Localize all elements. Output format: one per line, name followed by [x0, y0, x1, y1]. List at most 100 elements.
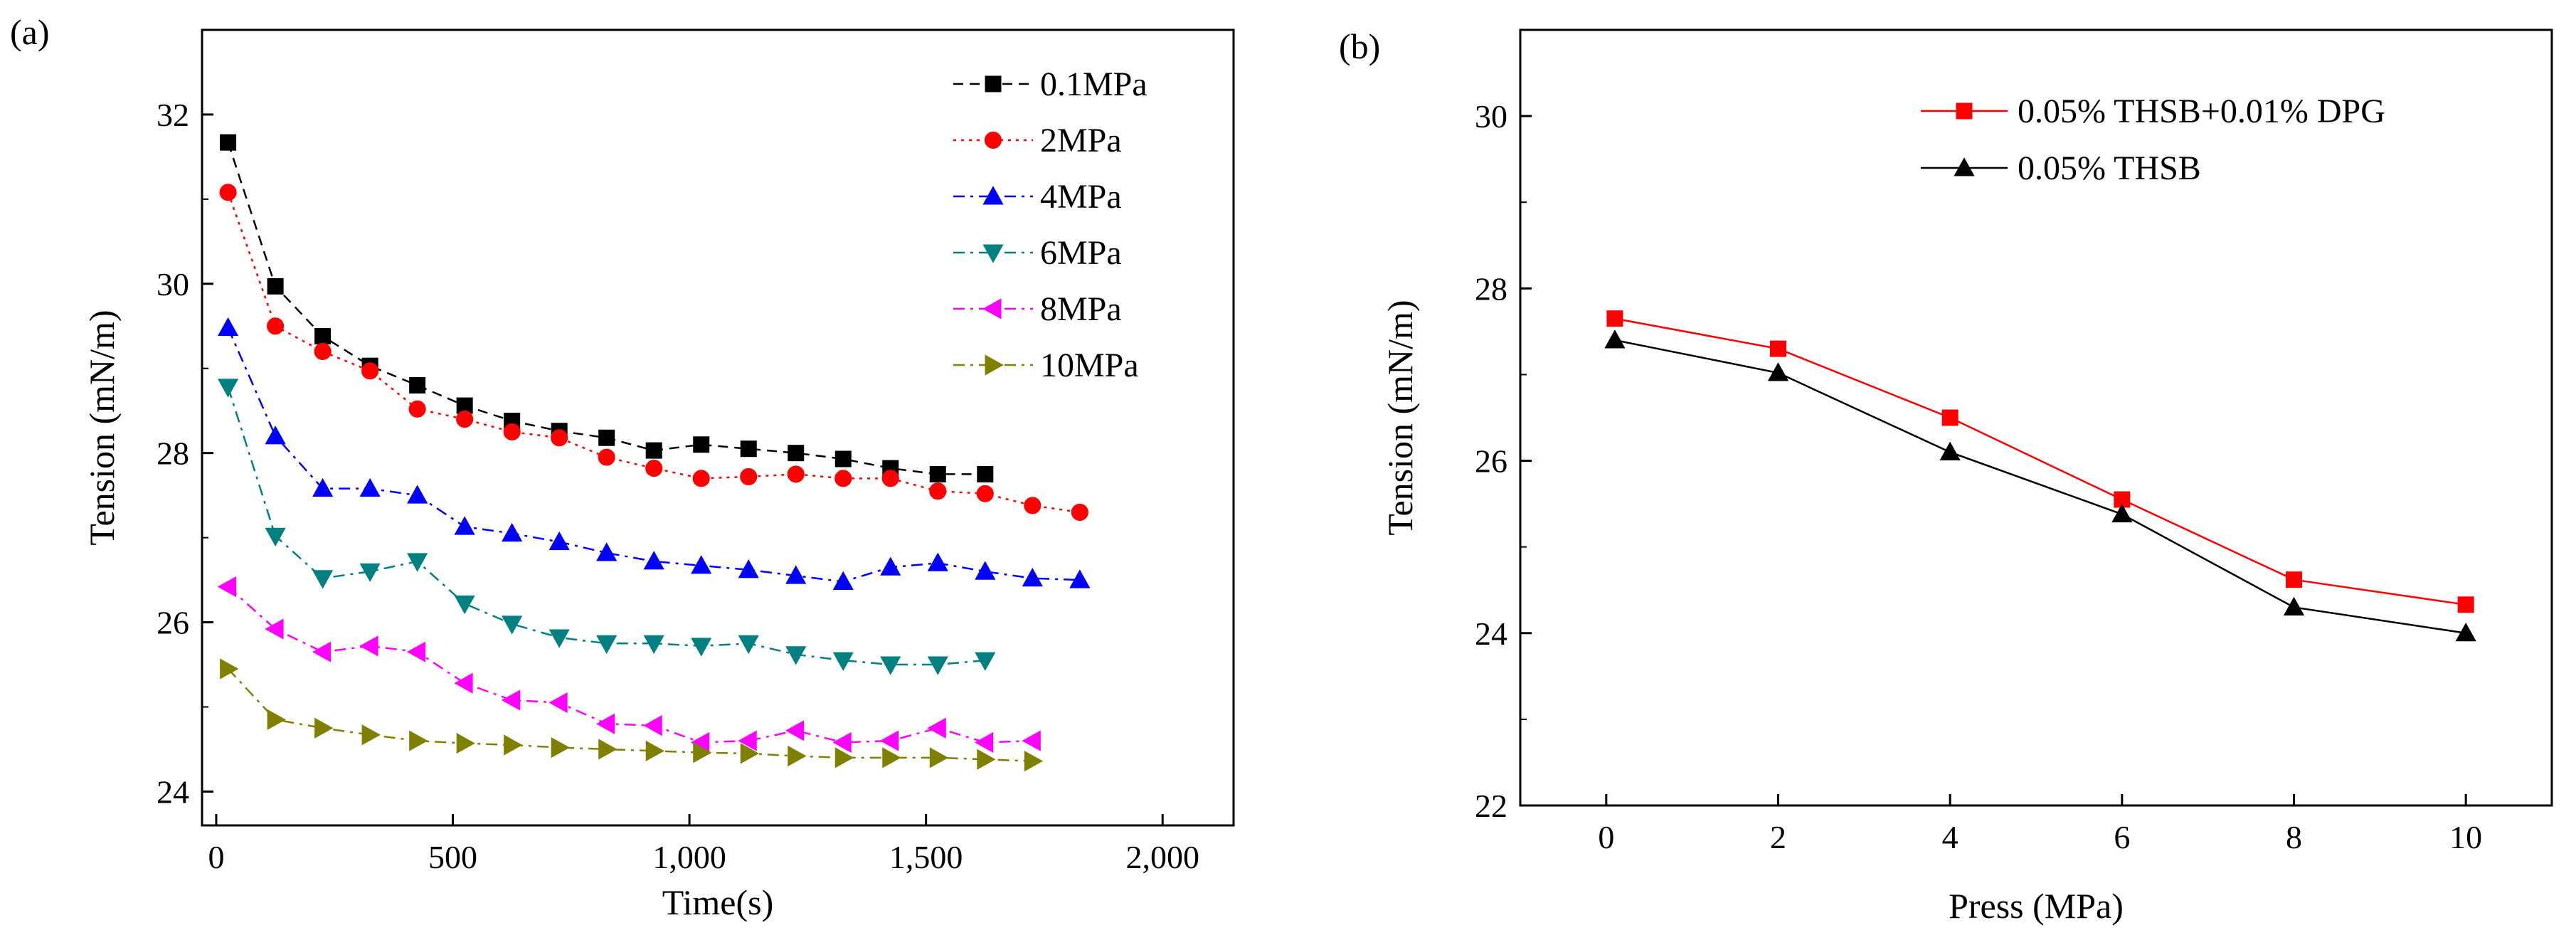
data-point [643, 551, 664, 570]
series-line [227, 142, 985, 475]
x-tick-label: 6 [2114, 819, 2130, 855]
panel-b-label: (b) [1339, 26, 1380, 66]
legend-marker [984, 131, 1002, 149]
panel-a-plot-frame [201, 28, 1235, 827]
legend-label: 8MPa [1040, 290, 1122, 328]
legend-marker [985, 354, 1004, 376]
x-tick-label: 8 [2286, 819, 2302, 855]
data-point [409, 377, 426, 394]
y-tick-label: 28 [157, 435, 189, 472]
data-point [1022, 567, 1043, 587]
data-point [312, 570, 334, 589]
series-10mpa [220, 658, 1044, 772]
data-point [977, 465, 994, 482]
data-point [220, 658, 239, 680]
data-point [596, 635, 618, 655]
data-point [643, 715, 662, 736]
legend-label: 10MPa [1040, 347, 1139, 384]
data-point [598, 448, 615, 466]
series-line [1614, 317, 2466, 606]
legend-label: 0.05% THSB [2018, 149, 2201, 187]
y-tick-label: 24 [1475, 615, 1507, 652]
data-point [456, 733, 475, 754]
data-point [976, 485, 994, 502]
data-point [643, 635, 664, 655]
legend-label: 0.05% THSB+0.01% DPG [2018, 93, 2385, 130]
data-point [2111, 503, 2133, 523]
data-point [220, 134, 237, 151]
data-point [645, 460, 663, 477]
panel-a-legend: 0.1MPa 2MPa 4MPa 6MPa 8MPa 10MPa [953, 65, 1147, 384]
x-tick-label: 1,500 [889, 839, 963, 875]
data-point [454, 595, 475, 615]
panel-a-x-tick-labels: 0 500 1,000 1,500 2,000 [208, 839, 1199, 875]
legend-marker [982, 186, 1004, 205]
data-point [787, 465, 805, 483]
data-point [975, 652, 996, 671]
series-8mpa [217, 576, 1041, 754]
data-point [359, 563, 381, 582]
series-2mpa [219, 184, 1088, 521]
data-point [880, 656, 901, 675]
panel-b-legend: 0.05% THSB+0.01% DPG 0.05% THSB [1921, 93, 2385, 187]
data-point [738, 730, 757, 751]
data-point [832, 731, 852, 754]
data-point [1767, 362, 1789, 381]
series-line [1614, 339, 2466, 635]
data-point [882, 747, 901, 768]
y-tick-label: 26 [1475, 443, 1507, 480]
data-point [454, 516, 475, 535]
data-point [2455, 622, 2476, 642]
y-tick-label: 22 [1475, 788, 1507, 824]
data-point [598, 429, 615, 446]
data-point [693, 436, 710, 453]
data-point [598, 739, 618, 760]
data-point [738, 559, 759, 578]
data-point [692, 470, 710, 487]
data-point [693, 742, 712, 763]
data-point [1770, 340, 1786, 357]
data-point [645, 442, 662, 459]
data-point [548, 629, 570, 648]
data-point [927, 656, 948, 675]
data-point [738, 635, 759, 655]
data-point [217, 576, 237, 598]
data-point [503, 423, 521, 440]
data-point [265, 527, 286, 547]
data-point [740, 743, 760, 764]
data-point [454, 672, 473, 694]
x-tick-label: 0 [1598, 819, 1614, 855]
data-point [1941, 409, 1958, 426]
data-point [740, 467, 758, 486]
panel-b-y-tick-labels: 22 24 26 28 30 [1475, 98, 1507, 824]
data-point [267, 278, 284, 295]
y-tick-label: 24 [157, 773, 189, 810]
data-point [785, 720, 805, 741]
legend-marker [982, 244, 1004, 263]
data-point [265, 426, 286, 445]
data-point [1606, 310, 1623, 327]
data-point [740, 440, 757, 458]
data-point [406, 641, 426, 662]
data-point [312, 477, 334, 497]
data-point [834, 450, 852, 467]
data-point [929, 482, 947, 500]
data-point [548, 531, 570, 551]
legend-label: 0.1MPa [1040, 65, 1147, 103]
data-point [217, 379, 239, 398]
panel-a-time-chart: (a) 0 500 1,000 1,500 2,000 24 26 28 30 … [10, 12, 1235, 922]
series-line [227, 586, 1033, 744]
legend-marker [1954, 157, 1975, 176]
data-point [407, 485, 428, 504]
data-point [361, 724, 381, 746]
series-line [227, 386, 985, 666]
data-point [785, 646, 807, 665]
data-point [1069, 569, 1091, 588]
data-point [359, 477, 381, 497]
data-point [314, 328, 332, 345]
data-point [834, 470, 852, 487]
x-tick-label: 500 [428, 839, 477, 875]
data-point [879, 730, 899, 751]
y-tick-label: 32 [157, 97, 189, 133]
data-point [832, 571, 854, 590]
